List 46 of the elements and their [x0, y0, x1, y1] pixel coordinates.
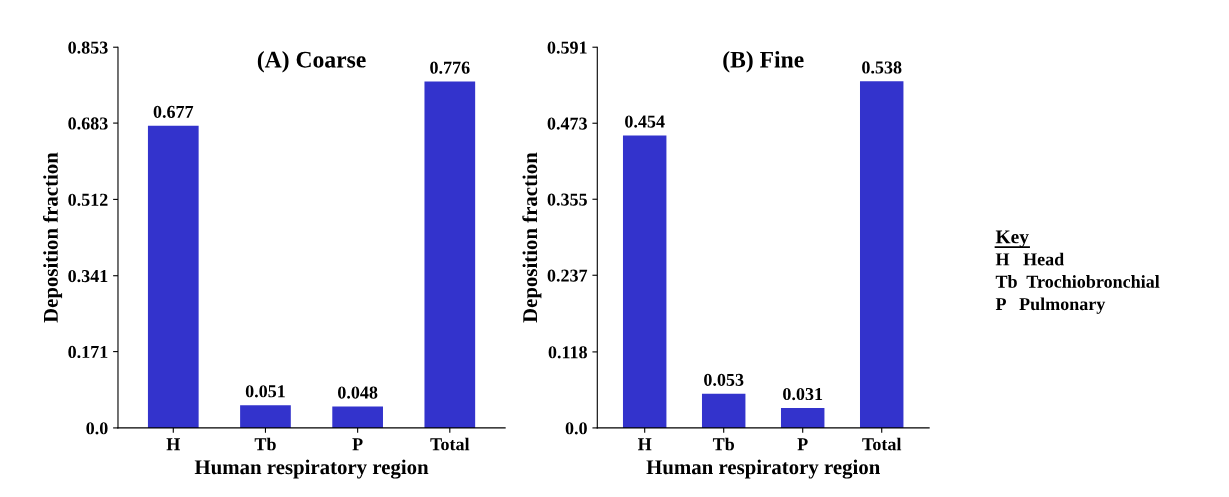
bar — [147, 125, 199, 428]
y-tick-label: 0.0 — [565, 422, 587, 435]
x-tick-label: Total — [862, 437, 902, 451]
bar — [332, 406, 383, 428]
data-label: 0.031 — [783, 387, 823, 401]
data-label: 0.053 — [704, 373, 744, 387]
bar — [622, 135, 667, 428]
text: P Pulmonary — [995, 297, 1106, 314]
y-tick-label: 0.853 — [68, 41, 108, 54]
data-label: 0.051 — [245, 385, 285, 398]
y-tick-label: 0.118 — [548, 346, 587, 359]
x-tick-label: Tb — [254, 437, 276, 451]
chart-title: (A) Coarse — [257, 51, 366, 73]
x-tick-label: P — [797, 438, 808, 451]
x-axis-title: Human respiratory region — [646, 459, 880, 479]
y-tick-label: 0.171 — [68, 345, 108, 359]
chart-title: (B) Fine — [723, 51, 804, 73]
data-label: 0.538 — [862, 61, 902, 74]
bar — [240, 405, 291, 428]
y-tick-label: 0.473 — [547, 117, 587, 130]
bar — [424, 81, 476, 428]
x-tick-label: H — [166, 438, 181, 451]
data-label: 0.048 — [338, 386, 378, 399]
y-tick-label: 0.683 — [68, 117, 108, 130]
text: Key — [995, 230, 1029, 248]
y-tick-label: 0.591 — [547, 41, 587, 54]
y-tick-label: 0.0 — [86, 422, 108, 435]
data-label: 0.776 — [430, 61, 470, 74]
text: H Head — [995, 252, 1064, 266]
x-axis-title: Human respiratory region — [194, 459, 429, 479]
data-label: 0.454 — [625, 115, 665, 128]
y-tick-label: 0.355 — [547, 193, 587, 206]
y-axis-title: Deposition fraction — [522, 152, 542, 323]
y-tick-label: 0.512 — [68, 193, 108, 206]
text: Tb Trochiobronchial — [995, 275, 1160, 288]
bar — [859, 81, 904, 428]
y-tick-label: 0.237 — [547, 269, 588, 282]
bar — [701, 393, 746, 428]
x-tick-label: P — [352, 438, 363, 451]
x-tick-label: H — [637, 438, 652, 451]
y-axis-title: Deposition fraction — [42, 152, 63, 323]
x-tick-label: Total — [430, 437, 470, 451]
bar — [780, 407, 825, 428]
data-label: 0.677 — [153, 105, 194, 119]
y-tick-label: 0.341 — [68, 269, 108, 283]
x-tick-label: Tb — [712, 437, 735, 451]
